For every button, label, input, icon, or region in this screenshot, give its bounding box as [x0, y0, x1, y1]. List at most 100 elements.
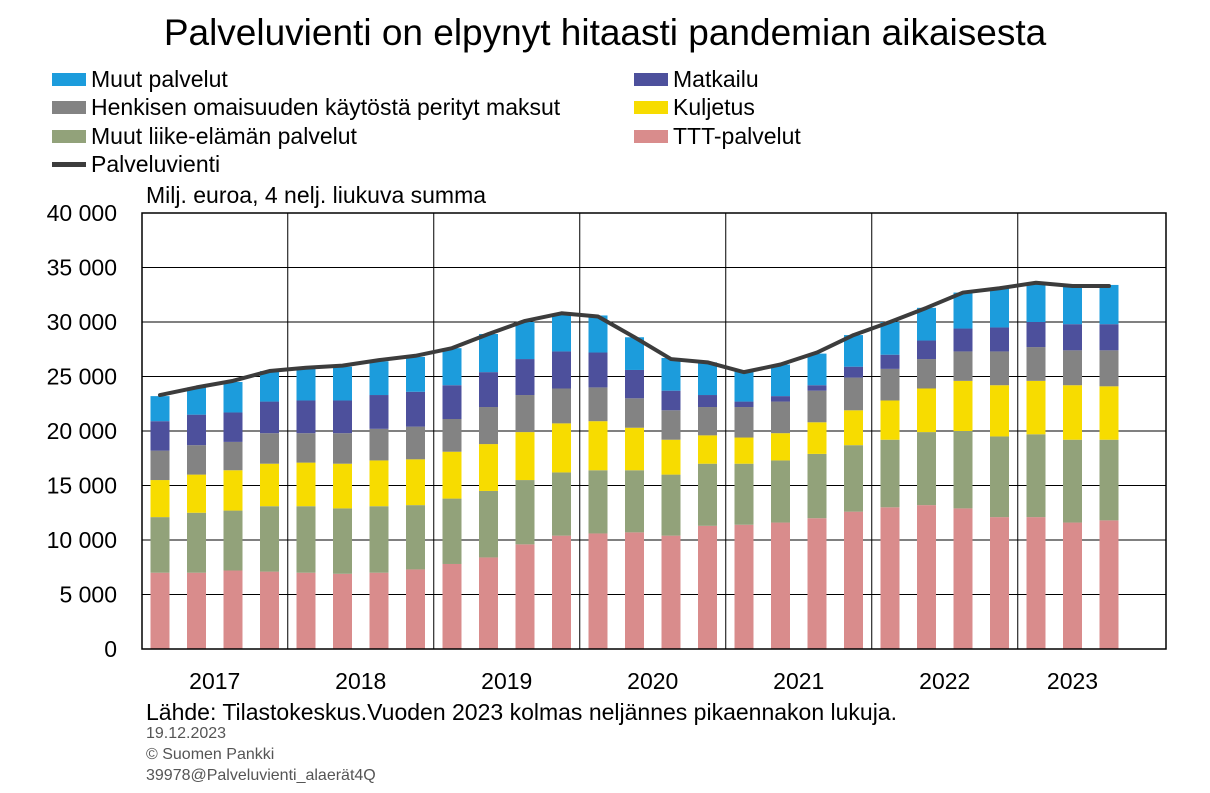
bar-segment-kuljetus: [844, 410, 863, 446]
source-note: Lähde: Tilastokeskus.Vuoden 2023 kolmas …: [146, 699, 897, 725]
bar-segment-kuljetus: [771, 433, 790, 461]
bar-segment-ttt-palvelut: [844, 511, 863, 649]
legend-label: TTT-palvelut: [673, 123, 801, 149]
bar-segment-kuljetus: [734, 437, 754, 464]
bar-segment-matkailu: [406, 391, 425, 427]
x-year-label: 2019: [481, 668, 532, 694]
legend-swatch: [52, 101, 86, 114]
bar-segment-ttt-palvelut: [661, 535, 681, 649]
bar-segment-muut-liike-elämän-palvelut: [369, 506, 389, 573]
bar-segment-matkailu: [442, 385, 462, 420]
legend-item-muut-palvelut: Muut palvelut: [52, 66, 228, 93]
bar-segment-muut-liike-elämän-palvelut: [223, 510, 243, 571]
bar-segment-ttt-palvelut: [1063, 522, 1082, 649]
bar-segment-muut-palvelut: [990, 288, 1009, 328]
bar-segment-muut-palvelut: [917, 307, 936, 341]
bar-segment-muut-liike-elämän-palvelut: [625, 470, 644, 533]
bar-segment-muut-palvelut: [1026, 283, 1046, 322]
bar-segment-ttt-palvelut: [588, 533, 608, 649]
bar-segment-muut-palvelut: [442, 348, 462, 386]
bar-segment-muut-liike-elämän-palvelut: [150, 517, 170, 573]
bar-segment-ttt-palvelut: [296, 572, 316, 649]
bar-segment-matkailu: [917, 340, 936, 360]
x-year-label: 2020: [627, 668, 678, 694]
bar-segment-ttt-palvelut: [260, 571, 279, 649]
bar-segment-henkisen-omaisuuden-käytöstä-perityt-maksut: [552, 388, 571, 424]
bar-segment-muut-liike-elämän-palvelut: [479, 490, 498, 558]
bar-segment-muut-palvelut: [807, 353, 827, 386]
y-tick-label: 0: [104, 636, 117, 662]
bar-segment-matkailu: [1099, 324, 1119, 351]
bar-segment-ttt-palvelut: [1099, 520, 1119, 649]
bar-segment-matkailu: [369, 395, 389, 429]
copyright: © Suomen Pankki: [146, 746, 275, 763]
y-tick-label: 40 000: [47, 200, 117, 226]
bar-segment-kuljetus: [917, 388, 936, 433]
bar-segment-muut-palvelut: [1063, 286, 1082, 325]
bar-segment-kuljetus: [1099, 386, 1119, 440]
bar-segment-muut-palvelut: [880, 322, 900, 355]
bar-segment-ttt-palvelut: [807, 518, 827, 649]
bar-segment-muut-liike-elämän-palvelut: [917, 432, 936, 506]
y-tick-label: 30 000: [47, 309, 117, 335]
bar-segment-muut-palvelut: [953, 292, 973, 329]
legend-swatch: [634, 101, 668, 114]
bar-segment-matkailu: [588, 352, 608, 388]
y-axis-unit-label: Milj. euroa, 4 nelj. liukuva summa: [146, 182, 487, 208]
bar-segment-kuljetus: [333, 463, 352, 509]
bar-segment-matkailu: [661, 390, 681, 411]
bar-segment-ttt-palvelut: [625, 532, 644, 649]
bar-segment-henkisen-omaisuuden-käytöstä-perityt-maksut: [442, 419, 462, 452]
bar-segment-muut-liike-elämän-palvelut: [661, 474, 681, 536]
legend-item-ttt-palvelut: TTT-palvelut: [634, 123, 801, 150]
bar-segment-henkisen-omaisuuden-käytöstä-perityt-maksut: [771, 401, 790, 434]
bar-segment-kuljetus: [369, 460, 389, 507]
bar-segment-henkisen-omaisuuden-käytöstä-perityt-maksut: [844, 377, 863, 411]
bar-segment-ttt-palvelut: [698, 525, 717, 649]
y-tick-label: 10 000: [47, 527, 117, 553]
bar-segment-henkisen-omaisuuden-käytöstä-perityt-maksut: [296, 433, 316, 463]
legend-item-henkisen-omaisuuden: Henkisen omaisuuden käytöstä perityt mak…: [52, 94, 560, 121]
bar-segment-matkailu: [552, 351, 571, 389]
bar-segment-henkisen-omaisuuden-käytöstä-perityt-maksut: [588, 387, 608, 422]
bar-segment-muut-palvelut: [698, 362, 717, 396]
bar-segment-ttt-palvelut: [442, 563, 462, 649]
bar-segment-muut-palvelut: [406, 356, 425, 392]
bar-segment-kuljetus: [953, 380, 973, 431]
bar-segment-muut-liike-elämän-palvelut: [406, 505, 425, 570]
bar-segment-muut-palvelut: [479, 333, 498, 373]
bar-segment-matkailu: [698, 395, 717, 408]
bar-segment-muut-liike-elämän-palvelut: [1099, 439, 1119, 521]
bar-segment-muut-liike-elämän-palvelut: [515, 480, 535, 545]
bar-segment-henkisen-omaisuuden-käytöstä-perityt-maksut: [260, 433, 279, 464]
bar-segment-kuljetus: [807, 422, 827, 454]
bar-segment-muut-liike-elämän-palvelut: [734, 463, 754, 525]
legend-item-matkailu: Matkailu: [634, 66, 759, 93]
legend-item-muut-liike-elaman: Muut liike-elämän palvelut: [52, 123, 357, 150]
bar-segment-matkailu: [223, 412, 243, 442]
bar-segment-muut-palvelut: [734, 371, 754, 402]
publish-date: 19.12.2023: [146, 725, 227, 742]
bar-segment-muut-palvelut: [369, 361, 389, 396]
bar-segment-ttt-palvelut: [333, 573, 352, 649]
bar-segment-henkisen-omaisuuden-käytöstä-perityt-maksut: [990, 351, 1009, 386]
legend-label: Muut palvelut: [91, 66, 228, 92]
bar-segment-muut-liike-elämän-palvelut: [844, 445, 863, 512]
y-tick-label: 5 000: [59, 582, 117, 608]
legend-item-palveluvienti: Palveluvienti: [52, 151, 220, 178]
bar-segment-muut-liike-elämän-palvelut: [698, 463, 717, 526]
bar-segment-muut-liike-elämän-palvelut: [552, 472, 571, 536]
bar-segment-henkisen-omaisuuden-käytöstä-perityt-maksut: [406, 426, 425, 460]
bar-segment-ttt-palvelut: [223, 570, 243, 649]
bar-segment-muut-palvelut: [1099, 284, 1119, 325]
bar-segment-henkisen-omaisuuden-käytöstä-perityt-maksut: [917, 359, 936, 389]
bar-segment-henkisen-omaisuuden-käytöstä-perityt-maksut: [223, 441, 243, 471]
bar-segment-muut-palvelut: [844, 335, 863, 367]
bar-segment-ttt-palvelut: [187, 572, 206, 649]
bar-segment-kuljetus: [442, 451, 462, 499]
y-tick-label: 25 000: [47, 364, 117, 390]
plot-frame: [141, 212, 1167, 650]
bar-segment-matkailu: [187, 414, 206, 446]
bar-segment-matkailu: [990, 327, 1009, 352]
bar-segment-ttt-palvelut: [552, 535, 571, 649]
